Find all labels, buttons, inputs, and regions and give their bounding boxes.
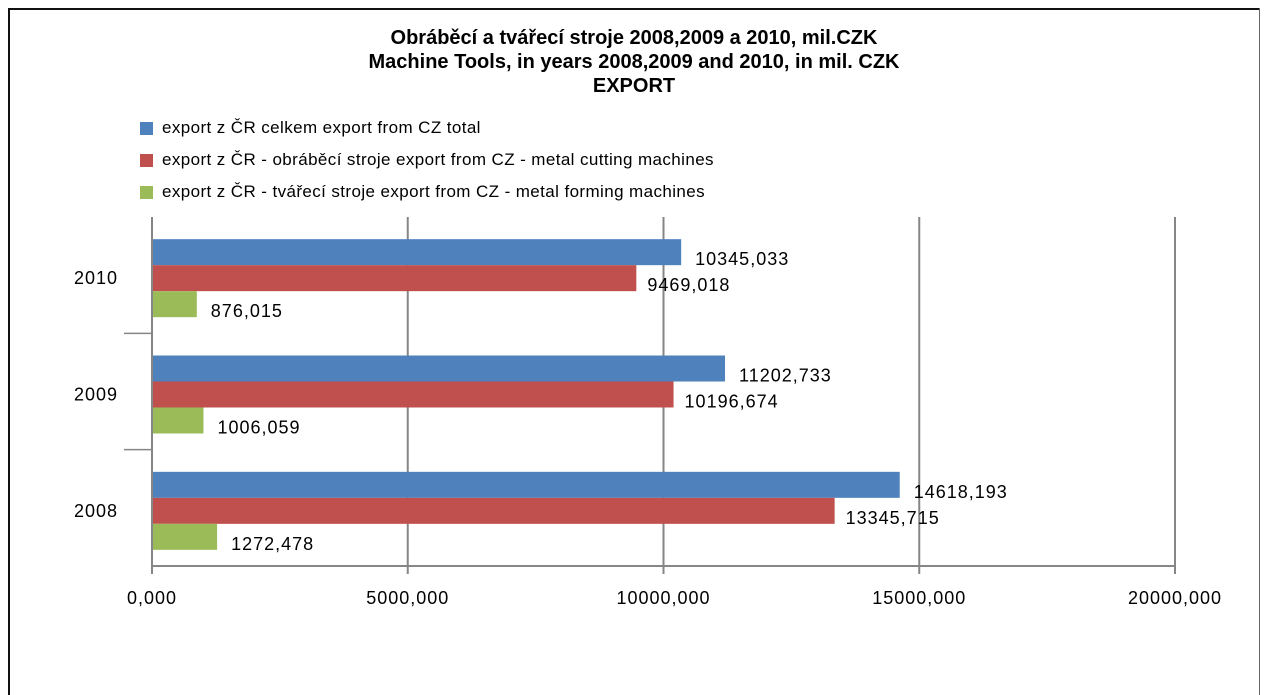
data-label-2008-series-1: 14618,193 <box>914 482 1008 502</box>
data-label-2009-series-1: 11202,733 <box>739 366 832 386</box>
data-label-2009-series-3: 1006,059 <box>217 418 300 438</box>
frame-right-border <box>1259 8 1260 695</box>
frame-top-border <box>8 8 1260 10</box>
data-label-2008-series-2: 13345,715 <box>846 508 940 528</box>
frame-left-border <box>8 8 10 695</box>
legend-label-forming: export z ČR - tvářecí stroje export from… <box>162 182 706 201</box>
x-tick-label-5000: 5000,000 <box>366 588 449 608</box>
data-label-2010-series-2: 9469,018 <box>647 275 730 295</box>
bar-2008-series-2 <box>152 497 835 524</box>
bar-2009-series-2 <box>152 381 674 408</box>
category-label-2008: 2008 <box>74 501 118 521</box>
x-tick-label-15000: 15000,000 <box>872 588 966 608</box>
x-tick-label-20000: 20000,000 <box>1128 588 1222 608</box>
chart-title-line-2: Machine Tools, in years 2008,2009 and 20… <box>368 51 900 73</box>
chart-title: Obráběcí a tvářecí stroje 2008,2009 a 20… <box>0 26 1268 98</box>
data-label-2008-series-3: 1272,478 <box>231 534 314 554</box>
bar-2010-series-2 <box>152 265 637 292</box>
category-label-2009: 2009 <box>74 385 118 405</box>
chart-title-line-1: Obráběcí a tvářecí stroje 2008,2009 a 20… <box>390 27 878 49</box>
bar-2008-series-3 <box>152 523 218 550</box>
bar-2010-series-1 <box>152 239 682 266</box>
x-tick-label-10000: 10000,000 <box>616 588 710 608</box>
bar-2009-series-3 <box>152 407 204 434</box>
legend-label-total: export z ČR celkem export from CZ total <box>162 118 481 137</box>
legend-swatch-total <box>140 122 153 135</box>
legend-label-cutting: export z ČR - obráběcí stroje export fro… <box>162 150 714 169</box>
x-tick-label-0: 0,000 <box>127 588 177 608</box>
bar-2010-series-3 <box>152 291 197 318</box>
data-label-2009-series-2: 10196,674 <box>685 392 779 412</box>
legend-swatch-cutting <box>140 154 153 167</box>
data-label-2010-series-1: 10345,033 <box>695 249 789 269</box>
category-label-2010: 2010 <box>74 268 118 288</box>
legend-swatch-forming <box>140 186 153 199</box>
bar-2008-series-1 <box>152 471 900 498</box>
bar-2009-series-1 <box>152 355 726 382</box>
chart-title-line-3: EXPORT <box>592 75 676 97</box>
data-label-2010-series-3: 876,015 <box>211 301 283 321</box>
